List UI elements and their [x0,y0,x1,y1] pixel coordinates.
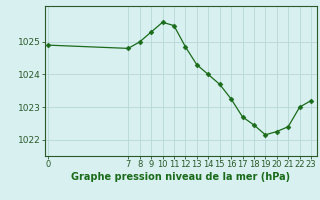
X-axis label: Graphe pression niveau de la mer (hPa): Graphe pression niveau de la mer (hPa) [71,172,290,182]
